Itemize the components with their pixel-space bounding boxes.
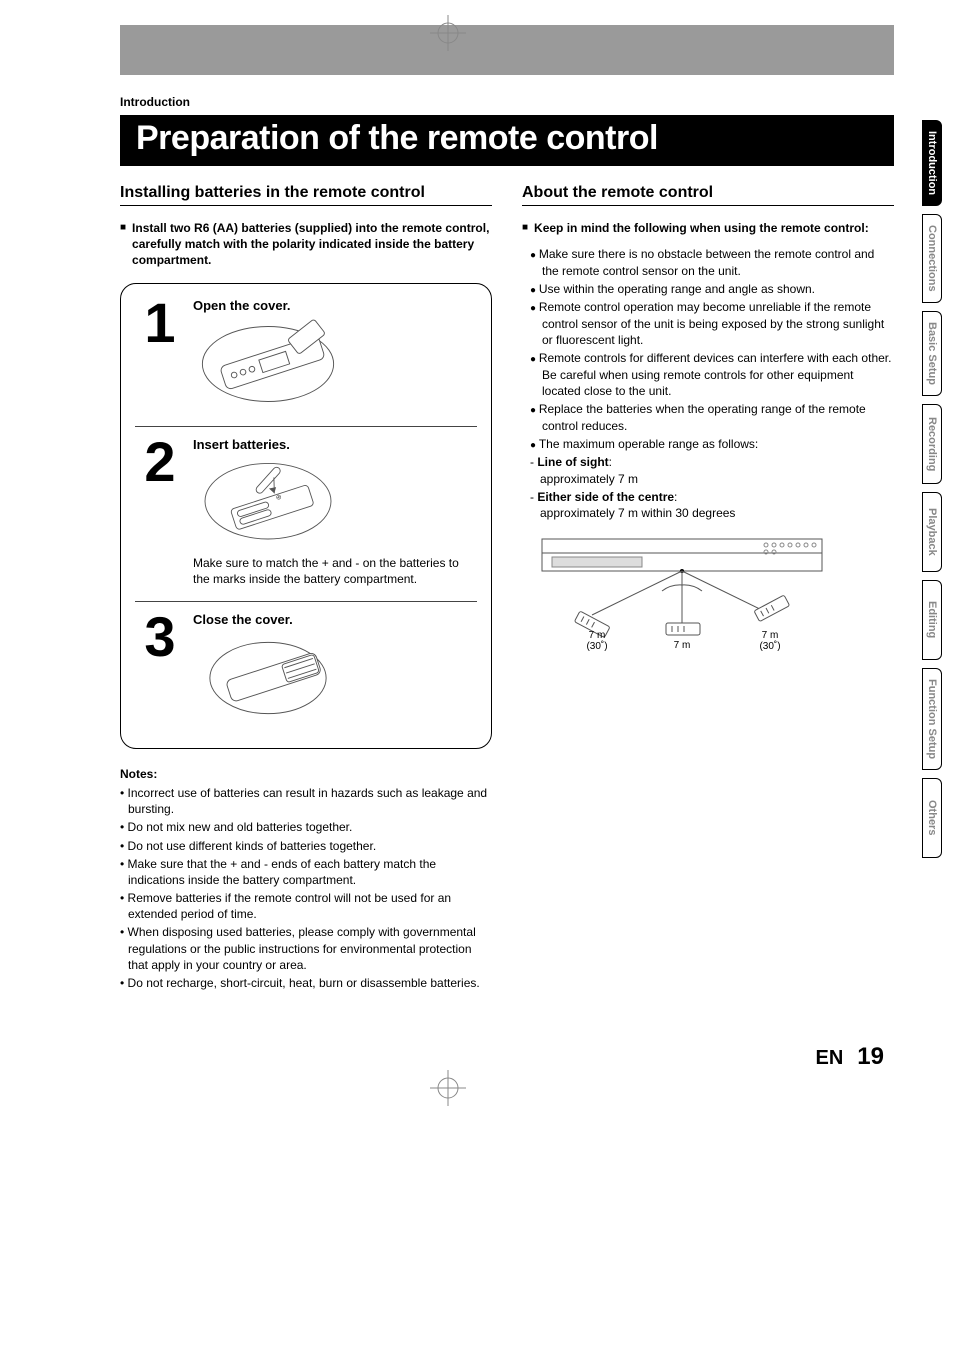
range-value: approximately 7 m	[540, 471, 894, 487]
svg-text:(30˚): (30˚)	[759, 640, 780, 652]
step-2: 2 Insert batteries.	[135, 426, 477, 587]
range-label: Either side of the centre	[537, 490, 674, 504]
step-number: 1	[135, 298, 185, 412]
range-item: - Line of sight:	[530, 454, 894, 470]
range-value: approximately 7 m within 30 degrees	[540, 505, 894, 521]
tab-function-setup[interactable]: Function Setup	[922, 668, 942, 770]
close-cover-illustration	[193, 633, 343, 723]
tab-editing[interactable]: Editing	[922, 580, 942, 660]
footer-page-number: 19	[857, 1043, 884, 1071]
tip-item: Use within the operating range and angle…	[530, 281, 894, 298]
footer-lang: EN	[816, 1047, 844, 1070]
insert-batteries-illustration: ⊕	[193, 458, 343, 548]
tip-item: Remote control operation may become unre…	[530, 299, 894, 348]
register-mark-top	[430, 15, 466, 51]
top-masthead-bar	[120, 25, 894, 75]
left-column: Installing batteries in the remote contr…	[120, 184, 492, 993]
svg-text:7 m: 7 m	[674, 640, 691, 651]
tab-playback[interactable]: Playback	[922, 492, 942, 572]
note-item: When disposing used batteries, please co…	[120, 924, 492, 973]
svg-text:(30˚): (30˚)	[586, 640, 607, 652]
note-item: Incorrect use of batteries can result in…	[120, 785, 492, 817]
tip-item: Make sure there is no obstacle between t…	[530, 246, 894, 279]
operating-range-diagram: 7 m (30˚) 7 m 7 m (30˚)	[522, 533, 894, 656]
tip-item: Replace the batteries when the operating…	[530, 401, 894, 434]
tab-connections[interactable]: Connections	[922, 214, 942, 303]
note-item: Do not use different kinds of batteries …	[120, 838, 492, 854]
left-intro-text: Install two R6 (AA) batteries (supplied)…	[132, 220, 492, 269]
right-column: About the remote control ■ Keep in mind …	[522, 184, 894, 993]
notes-list: Incorrect use of batteries can result in…	[120, 785, 492, 991]
step-1: 1 Open the cover.	[135, 298, 477, 412]
tab-others[interactable]: Others	[922, 778, 942, 858]
tip-item: Remote controls for different devices ca…	[530, 350, 894, 399]
page-title-block: Preparation of the remote control	[120, 115, 894, 166]
note-item: Make sure that the + and - ends of each …	[120, 856, 492, 888]
note-item: Remove batteries if the remote control w…	[120, 890, 492, 922]
step-title: Open the cover.	[193, 298, 477, 313]
notes-heading: Notes:	[120, 767, 492, 781]
note-item: Do not mix new and old batteries togethe…	[120, 819, 492, 835]
remote-tips-list: Make sure there is no obstacle between t…	[530, 246, 894, 452]
note-item: Do not recharge, short-circuit, heat, bu…	[120, 975, 492, 991]
step-note: Make sure to match the + and - on the ba…	[193, 555, 477, 587]
open-cover-illustration	[193, 319, 343, 409]
range-item: - Either side of the centre:	[530, 489, 894, 505]
range-list: - Line of sight: approximately 7 m - Eit…	[530, 454, 894, 521]
tab-basic-setup[interactable]: Basic Setup	[922, 311, 942, 396]
right-heading: About the remote control	[522, 184, 894, 206]
section-label: Introduction	[120, 95, 894, 109]
register-mark-bottom	[430, 1070, 466, 1106]
tab-recording[interactable]: Recording	[922, 404, 942, 484]
square-bullet-icon: ■	[522, 220, 528, 236]
svg-text:7 m: 7 m	[762, 630, 779, 641]
right-intro-text: Keep in mind the following when using th…	[534, 220, 869, 236]
steps-box: 1 Open the cover.	[120, 283, 492, 749]
left-heading: Installing batteries in the remote contr…	[120, 184, 492, 206]
square-bullet-icon: ■	[120, 220, 126, 269]
side-tabs: Introduction Connections Basic Setup Rec…	[922, 120, 942, 858]
step-number: 2	[135, 437, 185, 587]
left-intro: ■ Install two R6 (AA) batteries (supplie…	[120, 220, 492, 269]
step-title: Close the cover.	[193, 612, 477, 627]
page-title: Preparation of the remote control	[136, 119, 878, 158]
tip-item: The maximum operable range as follows:	[530, 436, 894, 453]
svg-text:7 m: 7 m	[589, 630, 606, 641]
step-title: Insert batteries.	[193, 437, 477, 452]
step-3: 3 Close the cover.	[135, 601, 477, 726]
page-footer: EN 19	[25, 1043, 884, 1071]
tab-introduction[interactable]: Introduction	[922, 120, 942, 206]
range-label: Line of sight	[537, 455, 608, 469]
right-intro: ■ Keep in mind the following when using …	[522, 220, 894, 236]
step-number: 3	[135, 612, 185, 726]
